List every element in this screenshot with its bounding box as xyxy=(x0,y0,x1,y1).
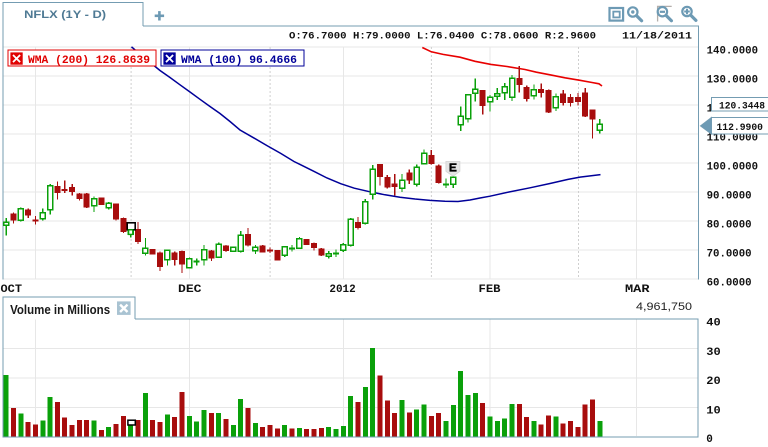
svg-text:WMA (200) 126.8639: WMA (200) 126.8639 xyxy=(28,55,150,67)
svg-text:40: 40 xyxy=(706,318,720,330)
svg-text:120.3448: 120.3448 xyxy=(719,101,765,113)
svg-text:O:76.7000 H:79.0000 L:76.040: O:76.7000 H:79.0000 L:76.0400 C:78.0600 … xyxy=(289,31,596,43)
svg-text:60.0000: 60.0000 xyxy=(707,278,752,290)
svg-text:20: 20 xyxy=(706,376,720,388)
svg-text:WMA (100) 96.4666: WMA (100) 96.4666 xyxy=(181,55,297,67)
svg-text:140.0000: 140.0000 xyxy=(707,46,758,58)
svg-text:OCT: OCT xyxy=(1,284,23,296)
svg-text:30: 30 xyxy=(706,347,720,359)
svg-text:MAR: MAR xyxy=(625,284,650,296)
svg-text:80.0000: 80.0000 xyxy=(707,220,752,232)
svg-text:0: 0 xyxy=(706,434,713,442)
svg-text:10: 10 xyxy=(706,406,720,418)
svg-text:FEB: FEB xyxy=(479,284,501,296)
svg-text:90.0000: 90.0000 xyxy=(707,191,752,203)
svg-text:112.9900: 112.9900 xyxy=(717,122,764,134)
svg-text:Volume in Millions: Volume in Millions xyxy=(10,302,110,317)
svg-text:130.0000: 130.0000 xyxy=(707,75,758,87)
svg-text:4,961,750: 4,961,750 xyxy=(636,301,692,313)
svg-text:NFLX (1Y - D): NFLX (1Y - D) xyxy=(24,9,106,21)
svg-text:11/18/2011: 11/18/2011 xyxy=(622,31,692,43)
svg-text:70.0000: 70.0000 xyxy=(707,249,752,261)
svg-text:DEC: DEC xyxy=(178,284,202,296)
svg-text:100.0000: 100.0000 xyxy=(707,162,758,174)
svg-text:2012: 2012 xyxy=(329,284,355,296)
